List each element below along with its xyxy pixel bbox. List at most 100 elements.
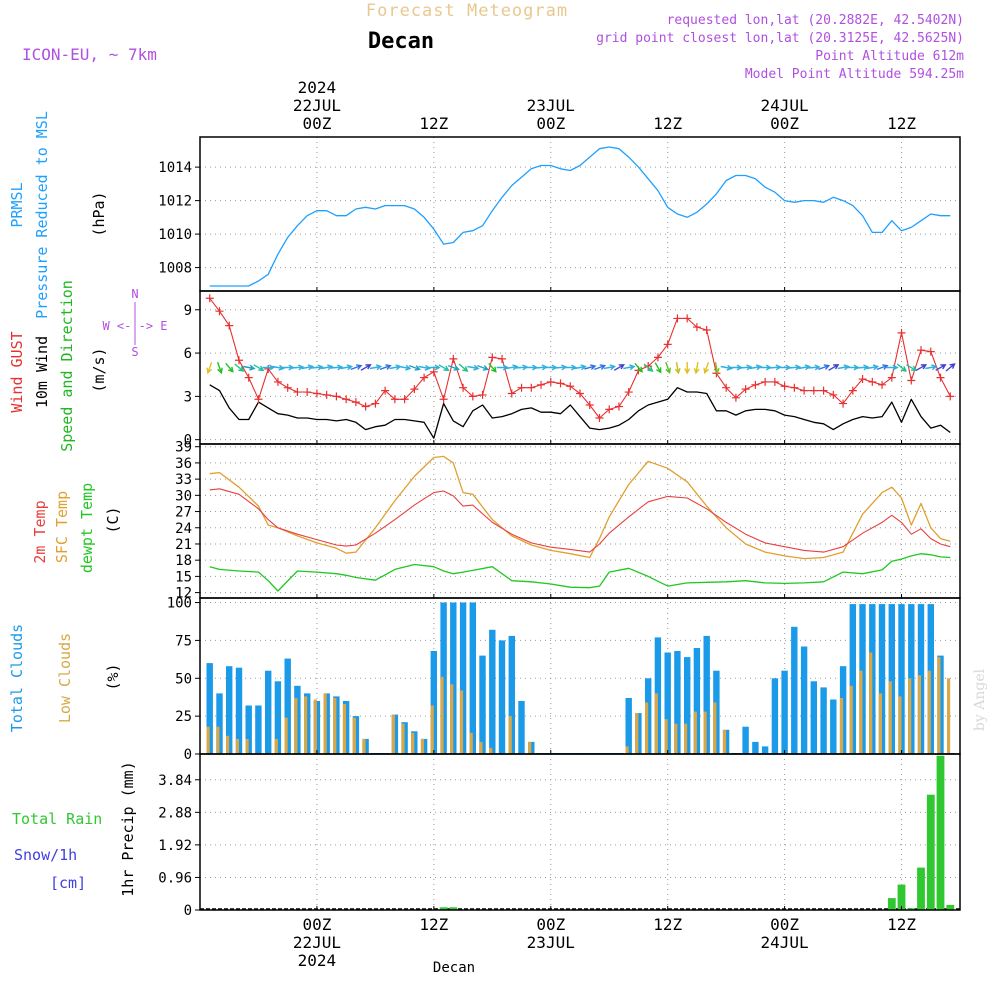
bottom-time-label: 00Z bbox=[302, 915, 331, 934]
wind-ylabel-unit: (m/s) bbox=[90, 347, 108, 392]
temp-ylabel-dewpt: dewpt Temp bbox=[78, 483, 96, 573]
y-tick-label: 24 bbox=[175, 521, 192, 537]
total-cloud-bar bbox=[489, 629, 496, 754]
wind-speed-line bbox=[209, 384, 951, 439]
sfc-temp-line bbox=[209, 455, 951, 560]
rain-bar bbox=[439, 907, 448, 910]
wind-direction-arrow bbox=[467, 364, 480, 371]
bottom-time-label: 12Z bbox=[887, 915, 916, 934]
y-tick-label: 18 bbox=[175, 553, 192, 569]
low-cloud-bar bbox=[674, 723, 678, 754]
gust-marker bbox=[546, 377, 555, 386]
gust-marker bbox=[819, 386, 828, 395]
total-cloud-bar bbox=[693, 648, 701, 754]
gust-marker bbox=[459, 383, 468, 392]
y-tick-label: 15 bbox=[175, 569, 192, 585]
wind-direction-arrow bbox=[379, 364, 392, 371]
gust-marker bbox=[907, 376, 916, 385]
total-cloud-bar bbox=[235, 667, 243, 754]
top-time-label: 12Z bbox=[887, 114, 916, 133]
wind-direction-arrow bbox=[262, 364, 276, 371]
gust-marker bbox=[381, 386, 390, 395]
total-cloud-bar bbox=[781, 670, 788, 754]
gust-marker bbox=[400, 395, 409, 404]
wind-direction-arrow bbox=[703, 362, 710, 375]
total-cloud-bar bbox=[469, 602, 476, 754]
gust-marker bbox=[449, 354, 458, 363]
low-cloud-bar bbox=[411, 732, 415, 754]
top-time-label: 00Z bbox=[770, 114, 799, 133]
total-cloud-bar bbox=[830, 699, 837, 754]
wind-direction-arrow bbox=[408, 364, 421, 371]
wind-direction-arrow bbox=[674, 361, 681, 375]
y-tick-label: 6 bbox=[184, 346, 192, 362]
low-cloud-bar bbox=[459, 690, 464, 754]
low-cloud-bar bbox=[684, 723, 688, 754]
total-cloud-bar bbox=[255, 705, 262, 754]
wind-direction-arrow bbox=[915, 364, 928, 371]
gust-marker bbox=[897, 328, 906, 337]
y-tick-label: 75 bbox=[175, 633, 192, 649]
gust-marker bbox=[390, 395, 399, 404]
gust-marker bbox=[205, 294, 214, 303]
y-tick-label: 0 bbox=[184, 433, 192, 449]
gust-marker bbox=[585, 401, 594, 410]
low-cloud-bar bbox=[440, 676, 444, 754]
rain-bar bbox=[897, 884, 906, 910]
total-cloud-bar bbox=[878, 604, 886, 754]
point-altitude: Point Altitude 612m bbox=[815, 49, 964, 64]
low-cloud-bar bbox=[937, 657, 941, 754]
top-time-label: 2024 bbox=[298, 78, 337, 97]
pressure-ylabel-prmsl: PRMSL bbox=[8, 182, 26, 227]
y-tick-label: 21 bbox=[175, 537, 192, 553]
dewpoint-line bbox=[209, 553, 951, 592]
low-cloud-bar bbox=[645, 702, 649, 754]
low-cloud-bar bbox=[274, 738, 278, 754]
gust-marker bbox=[312, 389, 321, 398]
y-tick-label: 1.92 bbox=[158, 838, 192, 854]
wind-direction-arrow bbox=[311, 364, 324, 371]
gust-marker bbox=[800, 386, 809, 395]
total-cloud-bar bbox=[742, 726, 749, 754]
pressure-ylabel-desc: Pressure Reduced to MSL bbox=[33, 111, 51, 319]
wind-direction-arrow bbox=[545, 364, 558, 371]
low-cloud-bar bbox=[304, 696, 308, 754]
total-cloud-bar bbox=[274, 681, 282, 754]
total-cloud-bar bbox=[761, 746, 769, 754]
gust-marker bbox=[848, 386, 857, 395]
total-cloud-bar bbox=[800, 646, 808, 754]
compass-south: S bbox=[131, 345, 138, 359]
credit-watermark: by Angel bbox=[972, 668, 988, 731]
wind-direction-arrow bbox=[693, 361, 700, 375]
gust-marker bbox=[273, 377, 282, 386]
gust-marker bbox=[731, 393, 740, 402]
total-cloud-bar bbox=[820, 687, 827, 754]
clouds-ylabel-unit: (%) bbox=[104, 663, 122, 690]
precip-ylabel: 1hr Precip (mm) bbox=[119, 761, 137, 896]
low-cloud-bar bbox=[469, 732, 473, 754]
low-cloud-bar bbox=[898, 696, 902, 754]
gust-marker bbox=[839, 399, 848, 408]
wind-direction-arrow bbox=[603, 364, 617, 371]
wind-direction-arrow bbox=[350, 364, 363, 371]
bottom-time-label: 00Z bbox=[770, 915, 799, 934]
wind-direction-arrow bbox=[665, 362, 671, 375]
y-tick-label: 25 bbox=[175, 709, 192, 725]
gust-marker bbox=[498, 354, 507, 363]
total-cloud-bar bbox=[206, 663, 213, 754]
wind-direction-arrow bbox=[321, 364, 334, 371]
wind-direction-arrow bbox=[866, 364, 880, 371]
wind-direction-arrow bbox=[594, 364, 607, 371]
low-cloud-bar bbox=[235, 738, 239, 754]
y-tick-label: 2.88 bbox=[158, 805, 192, 821]
label-layer: 1008101010121014036912151821242730333639… bbox=[8, 78, 916, 970]
rain-bar bbox=[936, 755, 945, 910]
wind-direction-arrow bbox=[225, 362, 234, 373]
gust-marker bbox=[488, 353, 497, 362]
y-tick-label: 3.84 bbox=[158, 773, 192, 789]
legend-snow-unit: [cm] bbox=[50, 874, 86, 892]
wind-direction-arrow bbox=[788, 364, 802, 371]
bottom-time-label: 2024 bbox=[298, 951, 337, 970]
low-cloud-bar bbox=[878, 693, 882, 754]
wind-direction-arrow bbox=[643, 363, 654, 372]
